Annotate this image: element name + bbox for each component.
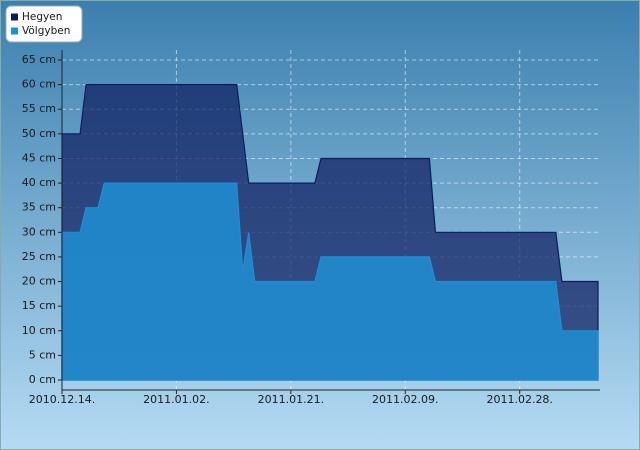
- y-tick-label: 50 cm: [22, 127, 56, 140]
- legend-label: Hegyen: [22, 11, 62, 23]
- x-tick-label: 2011.01.21.: [258, 393, 324, 406]
- y-tick-label: 60 cm: [22, 78, 56, 91]
- y-tick-label: 35 cm: [22, 201, 56, 214]
- y-tick-label: 65 cm: [22, 53, 56, 66]
- x-tick-label: 2010.12.14.: [29, 393, 95, 406]
- legend: Hegyen Völgyben: [5, 5, 83, 43]
- y-tick-label: 55 cm: [22, 102, 56, 115]
- x-tick-label: 2011.02.09.: [372, 393, 438, 406]
- y-tick-label: 25 cm: [22, 250, 56, 263]
- x-tick-label: 2011.01.02.: [143, 393, 209, 406]
- y-tick-label: 45 cm: [22, 151, 56, 164]
- y-tick-label: 0 cm: [29, 373, 56, 386]
- legend-box: [5, 5, 83, 43]
- x-tick-label: 2011.02.28.: [486, 393, 552, 406]
- y-tick-label: 15 cm: [22, 299, 56, 312]
- legend-label: Völgyben: [22, 25, 70, 37]
- y-tick-label: 5 cm: [29, 348, 56, 361]
- legend-swatch: [11, 27, 18, 35]
- y-tick-label: 10 cm: [22, 324, 56, 337]
- legend-swatch: [11, 13, 18, 21]
- area: [61, 182, 599, 381]
- y-tick-label: 40 cm: [22, 176, 56, 189]
- y-tick-label: 30 cm: [22, 225, 56, 238]
- plot-area: 0 cm 5 cm 10 cm 15 cm 20 cm 25 cm 30 cm 35 cm 40…: [22, 50, 600, 406]
- y-tick-label: 20 cm: [22, 275, 56, 288]
